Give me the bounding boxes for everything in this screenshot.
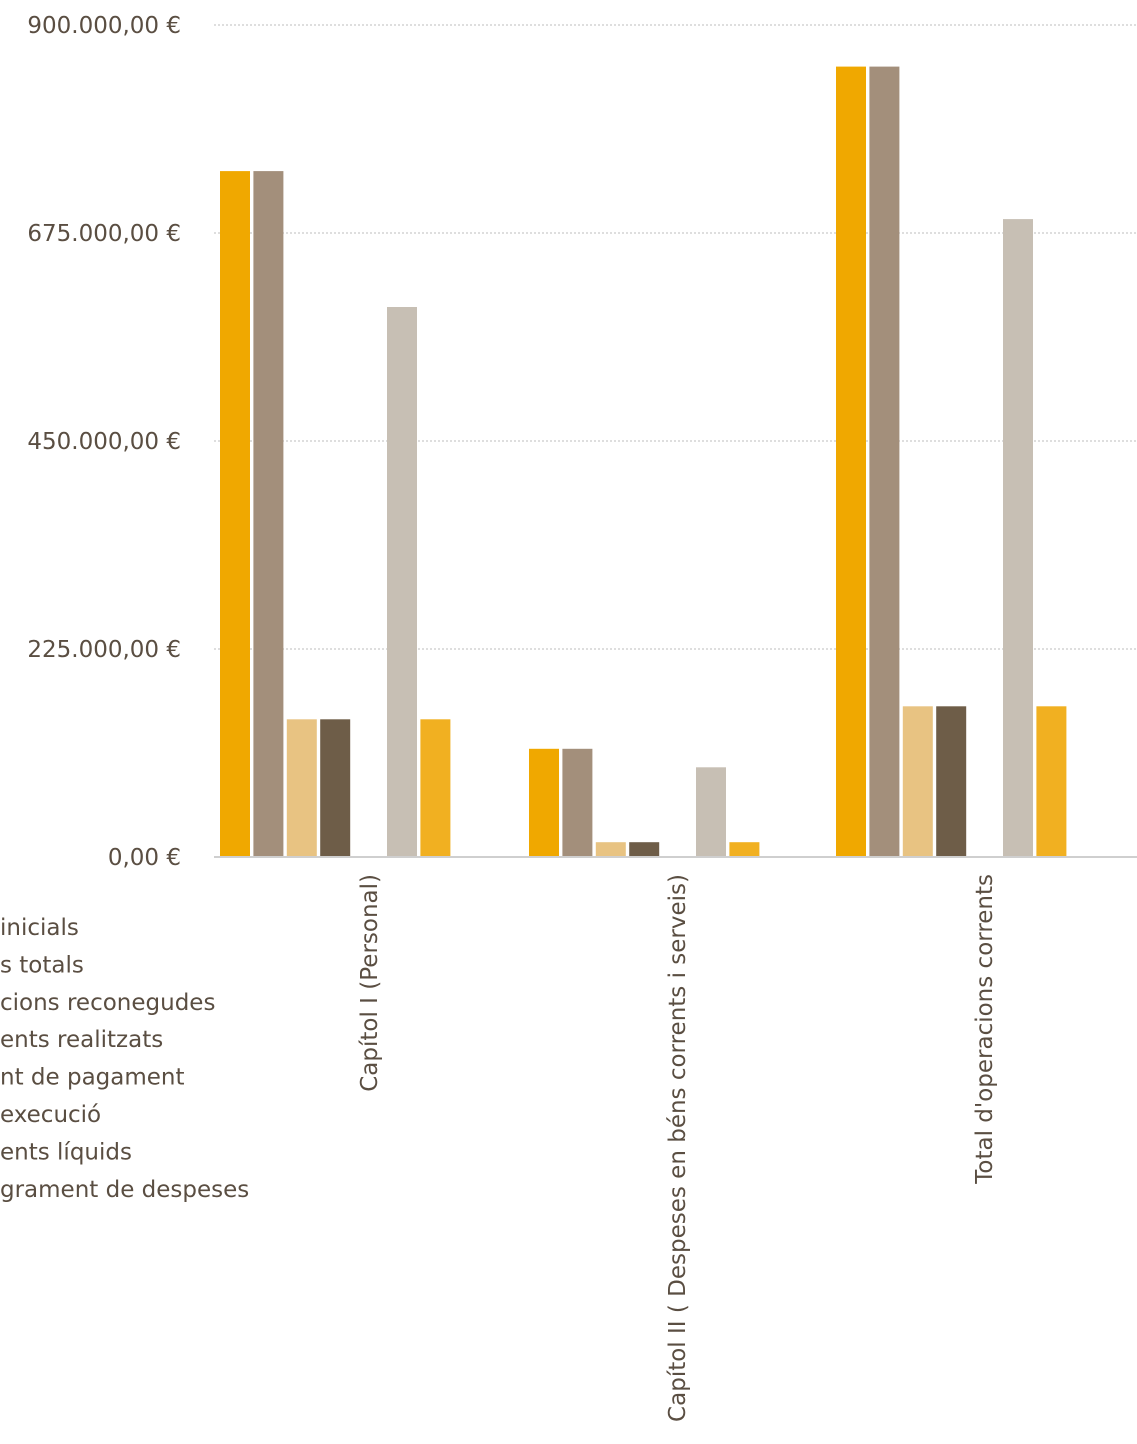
- bar-1-6: [387, 307, 417, 857]
- bar-2-1: [529, 748, 559, 857]
- gridlines: [214, 24, 1137, 650]
- bar-1-2: [253, 171, 284, 858]
- bar-1-1: [220, 171, 250, 858]
- legend-entry: grament de despeses: [0, 1177, 249, 1203]
- x-tick-label: Total d'operacions corrents: [972, 874, 998, 1185]
- bar-3-1: [836, 66, 866, 858]
- bar-3-3: [902, 706, 933, 857]
- x-axis: Capítol I (Personal) Capítol II ( Despese…: [357, 874, 998, 1422]
- bar-2-2: [562, 748, 593, 857]
- legend: inicials s totals cions reconegudes ents re…: [0, 915, 249, 1203]
- bar-2-7: [729, 842, 760, 857]
- bar-1-4: [320, 719, 351, 857]
- y-tick-label: 225.000,00 €: [27, 637, 181, 663]
- bar-3-7: [1036, 706, 1067, 857]
- legend-entry: s totals: [0, 952, 84, 978]
- x-tick-label: Capítol II ( Despeses en béns corrents i…: [665, 874, 691, 1422]
- legend-entry: ents realitzats: [0, 1027, 163, 1053]
- legend-entry: nt de pagament: [0, 1065, 185, 1091]
- bar-3-4: [936, 706, 967, 857]
- legend-entry: execució: [0, 1102, 101, 1128]
- bar-1-7: [420, 719, 451, 857]
- bar-1-3: [286, 719, 317, 857]
- bar-3-6: [1003, 219, 1033, 858]
- y-tick-label: 450.000,00 €: [27, 429, 181, 455]
- y-tick-label: 900.000,00 €: [27, 13, 181, 39]
- bar-2-3: [595, 842, 626, 857]
- x-tick-label: Capítol I (Personal): [357, 874, 383, 1092]
- y-axis: 0,00 € 225.000,00 € 450.000,00 € 675.000,00…: [27, 13, 181, 871]
- legend-entry: cions reconegudes: [0, 990, 215, 1016]
- y-tick-label: 0,00 €: [108, 845, 181, 871]
- bar-3-2: [869, 66, 900, 858]
- y-tick-label: 675.000,00 €: [27, 221, 181, 247]
- legend-entry: inicials: [0, 915, 79, 941]
- bar-2-4: [629, 842, 660, 857]
- bar-2-6: [696, 767, 726, 857]
- legend-entry: ents líquids: [0, 1139, 132, 1165]
- bars: [220, 66, 1067, 858]
